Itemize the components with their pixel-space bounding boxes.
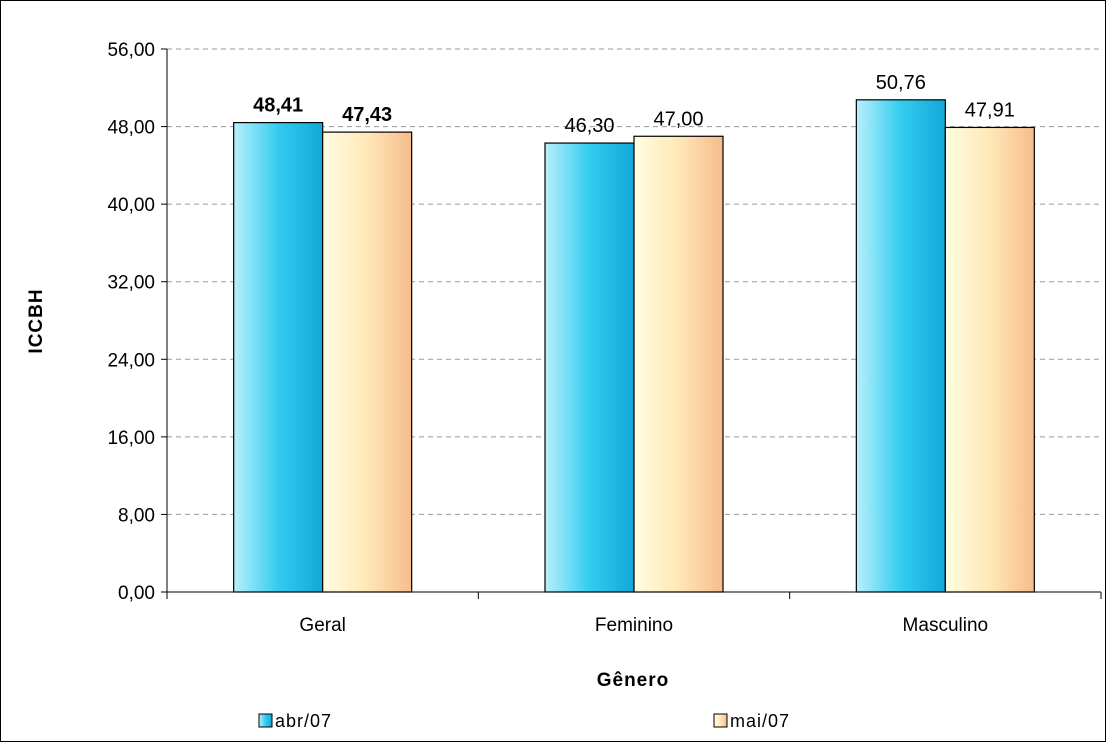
data-label: 48,41 — [253, 95, 303, 117]
data-label: 47,00 — [653, 108, 703, 130]
y-axis-title: ICCBH — [26, 288, 47, 353]
bar-abr07-geral — [233, 121, 324, 593]
data-label: 50,76 — [876, 72, 926, 94]
data-label: 47,91 — [965, 99, 1015, 121]
bars — [233, 99, 1035, 593]
bar-mai07-masculino — [944, 126, 1035, 593]
y-tick-label: 16,00 — [107, 428, 155, 449]
y-tick-label: 56,00 — [107, 40, 155, 61]
bar-mai07-geral — [322, 131, 413, 593]
x-axis-title: Gênero — [597, 670, 670, 691]
bar-abr07-masculino — [855, 99, 946, 593]
legend: abr/07 mai/07 — [258, 711, 790, 731]
y-tick-label: 24,00 — [107, 350, 155, 371]
data-label: 46,30 — [564, 115, 614, 137]
legend-label: mai/07 — [730, 711, 790, 731]
y-tick-label: 0,00 — [118, 583, 155, 604]
y-tick-label: 8,00 — [118, 505, 155, 526]
legend-swatch — [713, 713, 728, 728]
x-category-label: Geral — [299, 615, 345, 636]
legend-label: abr/07 — [275, 711, 332, 731]
bar-mai07-feminino — [633, 135, 724, 593]
data-label: 47,43 — [342, 104, 392, 126]
y-tick-label: 40,00 — [107, 195, 155, 216]
bar-abr07-feminino — [544, 142, 635, 593]
legend-swatch — [258, 713, 273, 728]
x-category-label: Masculino — [903, 615, 989, 636]
x-category-label: Feminino — [595, 615, 673, 636]
y-tick-label: 48,00 — [107, 118, 155, 139]
y-tick-label: 32,00 — [107, 273, 155, 294]
labels: 0,00 8,00 16,00 24,00 32,00 40,00 48,00 56,00 Ge… — [107, 40, 1014, 636]
